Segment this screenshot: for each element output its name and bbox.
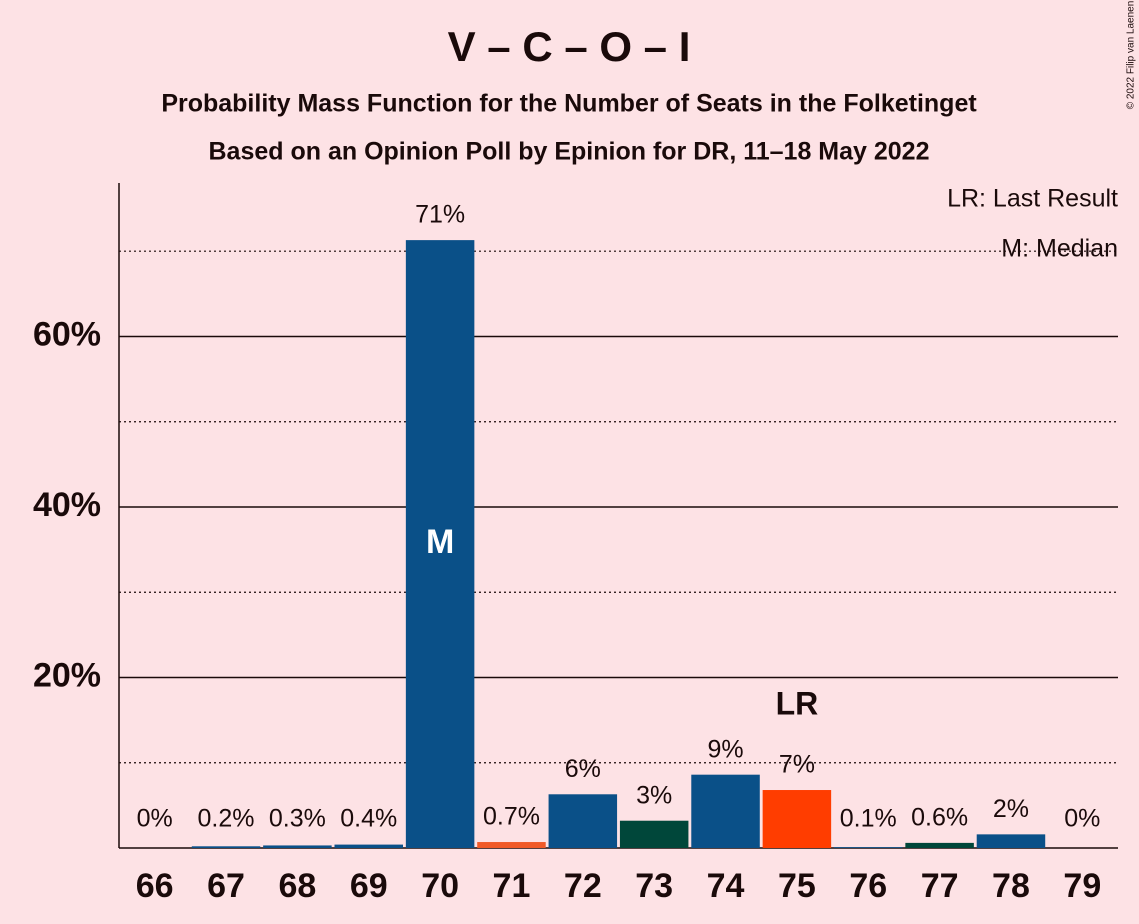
legend-entry: LR: Last Result — [947, 185, 1118, 213]
x-tick-label: 77 — [921, 867, 959, 905]
value-label: 9% — [707, 735, 743, 763]
x-tick-label: 70 — [421, 867, 459, 905]
x-tick-label: 75 — [778, 867, 816, 905]
last-result-marker: LR — [776, 685, 819, 721]
bar — [833, 847, 903, 848]
bar — [691, 774, 760, 848]
x-tick-label: 78 — [992, 867, 1030, 905]
y-tick-label: 40% — [33, 486, 101, 524]
x-tick-label: 79 — [1063, 867, 1101, 905]
x-tick-label: 66 — [136, 867, 174, 905]
x-tick-label: 69 — [350, 867, 388, 905]
x-tick-label: 74 — [707, 867, 745, 905]
value-label: 0% — [1064, 805, 1100, 833]
x-tick-label: 67 — [207, 867, 245, 905]
value-label: 71% — [415, 201, 465, 229]
chart-subtitle: Probability Mass Function for the Number… — [161, 90, 977, 118]
value-label: 7% — [779, 751, 815, 779]
x-tick-label: 68 — [278, 867, 316, 905]
x-tick-label: 73 — [635, 867, 673, 905]
value-label: 6% — [565, 755, 601, 783]
value-label: 0% — [137, 805, 173, 833]
legend-entry: M: Median — [1001, 235, 1118, 263]
chart-title: V – C – O – I — [448, 23, 691, 70]
bar — [263, 845, 332, 848]
value-label: 0.6% — [911, 803, 968, 831]
x-tick-label: 72 — [564, 867, 602, 905]
bar — [619, 820, 689, 848]
bar — [477, 842, 546, 848]
value-label: 0.7% — [483, 803, 540, 831]
bar — [976, 834, 1046, 848]
bar — [191, 846, 261, 848]
x-tick-label: 76 — [849, 867, 887, 905]
x-tick-label: 71 — [493, 867, 531, 905]
y-tick-label: 20% — [33, 656, 101, 694]
value-label: 0.1% — [840, 805, 897, 833]
value-label: 3% — [636, 781, 672, 809]
copyright: © 2022 Filip van Laenen — [1126, 1, 1137, 110]
bar — [548, 794, 618, 848]
bar — [762, 790, 832, 848]
value-label: 0.2% — [198, 805, 255, 833]
bar — [905, 842, 974, 848]
median-marker: M — [426, 523, 454, 561]
value-label: 0.3% — [269, 805, 326, 833]
bar — [334, 844, 404, 848]
bar — [405, 240, 475, 848]
value-label: 2% — [993, 795, 1029, 823]
chart-subtitle: Based on an Opinion Poll by Epinion for … — [208, 138, 929, 166]
value-label: 0.4% — [340, 805, 397, 833]
y-tick-label: 60% — [33, 315, 101, 353]
